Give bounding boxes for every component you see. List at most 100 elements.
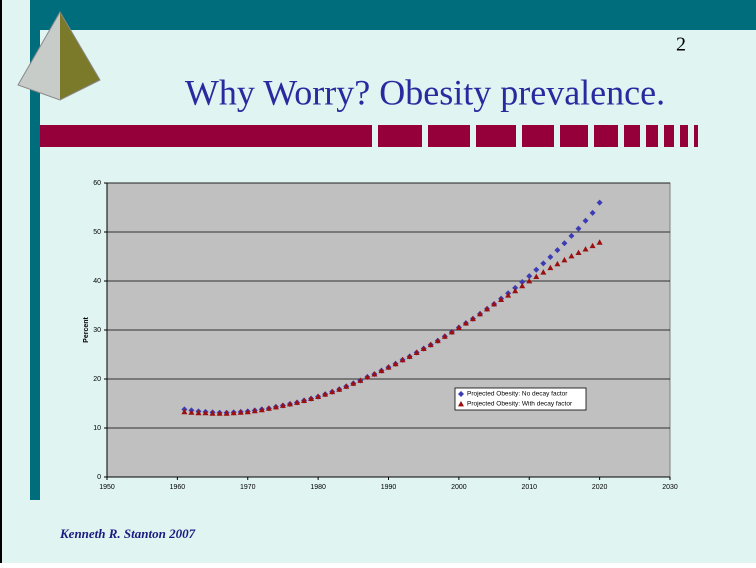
y-tick-label: 60: [93, 180, 101, 187]
x-tick-label: 2010: [521, 484, 537, 491]
triangle-marker: [343, 383, 350, 389]
triangle-marker: [491, 301, 498, 307]
triangle-marker: [258, 406, 265, 413]
triangle-marker: [476, 310, 483, 317]
triangle-marker: [427, 341, 434, 348]
triangle-marker: [322, 391, 329, 397]
diamond-marker: [596, 199, 603, 206]
triangle-marker: [582, 246, 589, 252]
triangle-marker: [413, 349, 420, 355]
y-tick-label: 0: [97, 474, 101, 481]
triangle-marker: [202, 409, 209, 416]
diamond-marker: [568, 232, 575, 239]
triangle-marker: [406, 353, 413, 359]
triangle-marker: [420, 345, 427, 352]
triangle-marker: [329, 388, 336, 395]
triangle-marker: [301, 397, 308, 403]
diamond-marker: [554, 247, 561, 254]
x-tick-label: 1970: [240, 484, 256, 491]
legend-label: Projected Obesity: With decay factor: [467, 401, 573, 408]
x-tick-label: 1960: [170, 484, 186, 491]
triangle-marker: [195, 409, 202, 416]
diamond-marker: [540, 260, 547, 267]
triangle-marker: [462, 320, 469, 326]
triangle-marker: [336, 386, 343, 392]
triangle-marker: [294, 399, 301, 405]
diamond-marker: [519, 278, 526, 285]
slide-title: Why Worry? Obesity prevalence.: [185, 72, 665, 112]
triangle-marker: [308, 395, 315, 401]
triangle-marker: [575, 249, 582, 255]
triangle-marker: [484, 305, 491, 312]
triangle-marker: [448, 328, 455, 335]
triangle-marker: [512, 287, 519, 294]
x-tick-label: 1980: [310, 484, 326, 491]
top-band: [30, 0, 756, 30]
diamond-marker: [526, 273, 533, 280]
title-rule: [40, 125, 698, 147]
legend: [454, 387, 587, 411]
triangle-marker: [469, 315, 476, 322]
triangle-marker: [279, 402, 286, 408]
triangle-marker: [371, 371, 378, 377]
triangle-marker: [533, 273, 540, 279]
triangle-marker: [251, 407, 258, 414]
triangle-marker: [315, 393, 322, 400]
triangle-marker: [498, 296, 505, 303]
triangle-marker: [561, 256, 568, 263]
triangle-marker: [378, 367, 385, 374]
diamond-marker: [458, 391, 464, 397]
y-tick-label: 50: [93, 229, 101, 236]
logo: [17, 11, 101, 101]
triangle-marker: [265, 405, 272, 411]
legend-label: Projected Obesity: No decay factor: [467, 391, 568, 398]
footer: Kenneth R. Stanton 2007: [59, 526, 196, 541]
diamond-marker: [533, 266, 540, 273]
triangle-marker: [223, 410, 230, 416]
triangle-marker: [434, 337, 441, 344]
triangle-marker: [526, 278, 533, 284]
x-tick-label: 1990: [381, 484, 397, 491]
triangle-marker: [216, 410, 223, 416]
x-tick-label: 1950: [99, 484, 115, 491]
diamond-marker: [561, 240, 568, 247]
triangle-marker: [357, 377, 364, 383]
diamond-marker: [589, 209, 596, 216]
diamond-marker: [575, 225, 582, 232]
triangle-marker: [554, 260, 561, 267]
y-tick-label: 20: [93, 376, 101, 383]
triangle-marker: [455, 324, 462, 330]
triangle-marker: [540, 269, 547, 275]
triangle-marker: [272, 403, 279, 410]
x-tick-label: 2000: [451, 484, 467, 491]
triangle-marker: [519, 282, 526, 289]
y-tick-label: 10: [93, 425, 101, 432]
x-tick-label: 2030: [662, 484, 678, 491]
diamond-marker: [582, 217, 589, 224]
diamond-marker: [547, 253, 554, 260]
y-tick-label: 30: [93, 327, 101, 334]
triangle-marker: [350, 380, 357, 386]
left-edge: [0, 0, 2, 563]
triangle-marker: [364, 374, 371, 380]
left-band: [30, 30, 40, 500]
triangle-marker: [286, 400, 293, 407]
triangle-marker: [237, 409, 244, 415]
y-tick-label: 40: [93, 278, 101, 285]
triangle-marker: [392, 360, 399, 367]
triangle-marker: [596, 239, 603, 245]
triangle-marker: [209, 410, 216, 416]
triangle-marker: [505, 292, 512, 298]
triangle-marker: [568, 253, 575, 259]
triangle-marker: [188, 409, 195, 415]
triangle-marker: [181, 408, 188, 415]
triangle-marker: [589, 242, 596, 249]
triangle-marker: [458, 401, 464, 407]
triangle-marker: [399, 356, 406, 363]
triangle-marker: [244, 408, 251, 415]
triangle-marker: [385, 364, 392, 370]
y-axis-label: Percent: [83, 316, 90, 342]
x-tick-label: 2020: [592, 484, 608, 491]
slide-number: 2: [676, 34, 686, 56]
